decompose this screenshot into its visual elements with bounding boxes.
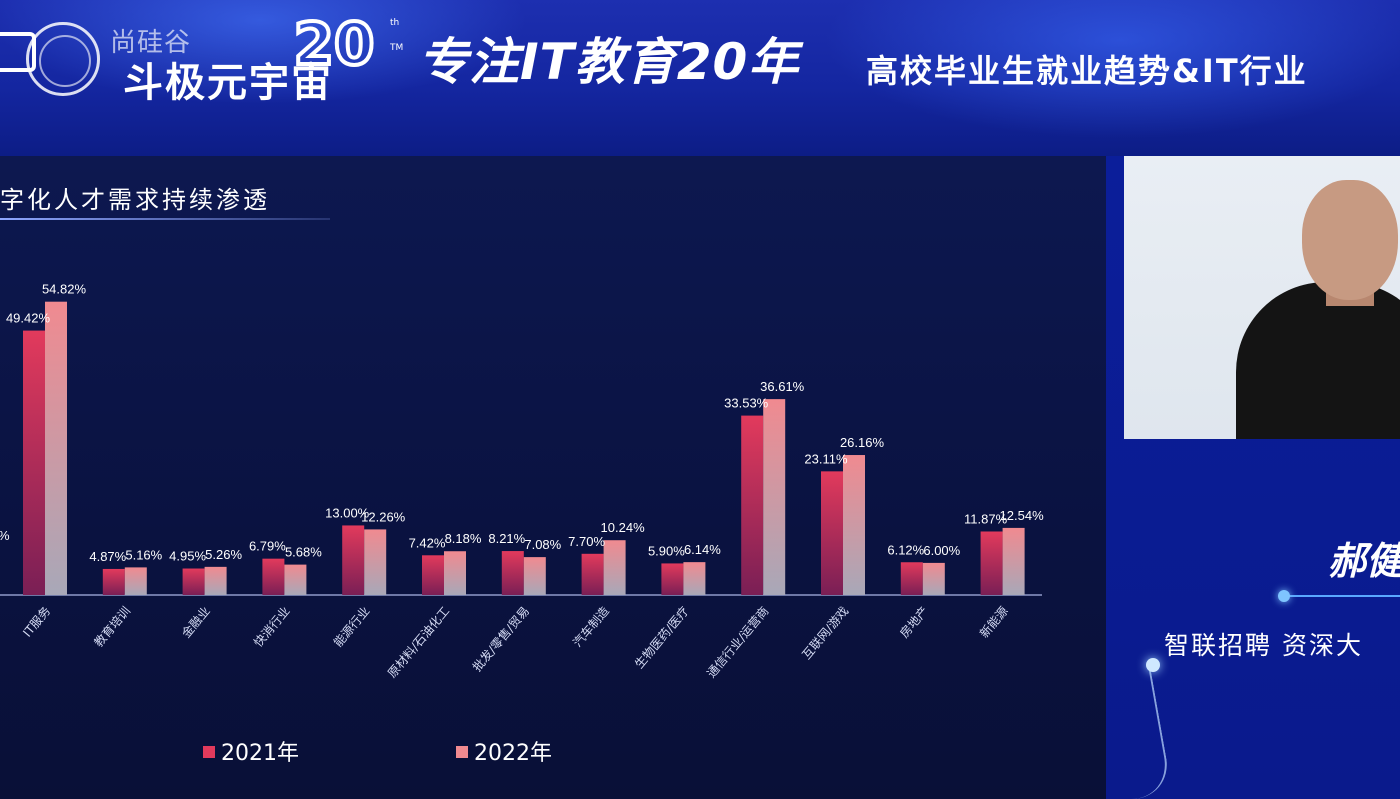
category-label: 批发/零售/贸易 (469, 603, 532, 674)
data-label-2021: 4.87% (89, 549, 126, 564)
data-label-2022: 5.68% (285, 545, 322, 560)
bar-2021 (821, 471, 843, 595)
slogan-text: 专注IT教育20年 (418, 33, 800, 91)
bar-2022 (45, 301, 67, 595)
speaker-dot-icon (1278, 590, 1290, 602)
data-label-2022: 12.54% (1000, 508, 1045, 523)
bar-2022 (763, 399, 786, 595)
bar-2021 (102, 568, 125, 595)
speaker-body (1236, 282, 1400, 439)
bar-2021 (741, 415, 764, 595)
legend-label-2022: 2022年 (474, 741, 552, 766)
bar-2022 (523, 557, 546, 595)
bar-2021 (980, 531, 1003, 595)
bar-2021 (501, 551, 524, 595)
top-banner: 尚硅谷 斗极元宇宙 TM 20 th 专注IT教育20年 高校毕业生就业趋势&I… (0, 0, 1400, 160)
legend-swatch-2022 (456, 746, 468, 758)
data-label-2022: 5.26% (205, 547, 242, 562)
speaker-video (1124, 156, 1400, 439)
anniversary-20-emblem: 20 (292, 12, 377, 74)
data-label-2022: 6.14% (684, 542, 721, 557)
data-label-2022: 7.08% (524, 537, 561, 552)
data-label-2021: 4.95% (169, 549, 206, 564)
data-label-2021: 7.42% (409, 535, 446, 550)
svg-text:20: 20 (294, 12, 375, 74)
bar-2022 (204, 566, 227, 595)
data-label-2021: 7.70% (568, 534, 605, 549)
anniversary-th: th (390, 18, 400, 28)
bar-2022 (1002, 527, 1025, 595)
bar-2021 (900, 562, 923, 595)
banner-title: 高校毕业生就业趋势&IT行业 (866, 52, 1308, 90)
category-label: 原材料/石油化工 (385, 604, 452, 680)
legend-label-2021: 2021年 (221, 741, 299, 766)
category-label: 通信行业/运营商 (703, 603, 771, 680)
data-label-2022: 54.82% (42, 282, 87, 297)
category-label: 互联网/游戏 (799, 604, 851, 662)
category-label: 生物医药/医疗 (632, 604, 692, 671)
chart-panel: 字化人才需求持续渗透 (0, 156, 1106, 799)
bar-2022 (922, 562, 945, 595)
data-label-2021: 49.42% (6, 311, 51, 326)
speaker-head (1302, 180, 1398, 300)
bar-2021 (422, 555, 444, 595)
bar-2022 (444, 551, 466, 595)
bar-2022 (364, 529, 387, 595)
category-label: 房地产 (896, 603, 931, 640)
speaker-name-underline (1284, 595, 1400, 597)
category-label: 快消行业 (251, 604, 293, 650)
data-label-cutoff: % (0, 528, 10, 543)
chart-title: 字化人才需求持续渗透 (0, 186, 270, 214)
bar-2021 (23, 330, 45, 595)
data-label-2022: 5.16% (125, 547, 162, 562)
bar-2022 (683, 562, 706, 595)
bar-2022 (284, 564, 307, 595)
category-label: IT服务 (19, 603, 53, 639)
data-label-2021: 13.00% (325, 505, 370, 520)
brand-logo-icon (26, 22, 100, 96)
legend-swatch-2021 (203, 746, 215, 758)
bar-2021 (661, 563, 684, 595)
data-label-2022: 12.26% (361, 509, 406, 524)
category-label: 汽车制造 (570, 603, 612, 649)
bar-2022 (843, 455, 865, 595)
brand-main-text: 斗极元宇宙 (123, 60, 333, 106)
decorative-dot-icon (1146, 658, 1160, 672)
data-label-2022: 10.24% (601, 520, 646, 535)
bar-2021 (581, 553, 604, 595)
data-label-2022: 6.00% (923, 543, 960, 558)
data-label-2021: 6.12% (887, 542, 924, 557)
bar-2021 (262, 558, 285, 595)
data-label-2021: 11.87% (964, 511, 1008, 526)
data-label-2021: 5.90% (648, 543, 685, 558)
bar-2021 (182, 568, 205, 595)
category-label: 新能源 (976, 603, 1011, 640)
title-underline (0, 218, 330, 220)
bar-chart: % 49.42% 54.82% IT服务 4.87%5.16% 教育培训 4.95%5.26… (0, 282, 1045, 766)
bar-2021 (342, 525, 365, 595)
data-label-2021: 6.79% (249, 539, 286, 554)
speaker-name: 郝健 (1328, 539, 1400, 583)
data-label-2021: 8.21% (488, 531, 525, 546)
category-label: 教育培训 (91, 603, 133, 649)
data-label-2021: 23.11% (804, 451, 848, 466)
brand-small-text: 尚硅谷 (110, 28, 192, 58)
data-label-2021: 33.53% (724, 396, 769, 411)
data-label-2022: 36.61% (760, 379, 805, 394)
bar-2022 (124, 567, 147, 595)
data-label-2022: 26.16% (840, 435, 885, 450)
bar-2022 (603, 540, 626, 595)
data-label-2022: 8.18% (445, 531, 482, 546)
category-label: 能源行业 (331, 604, 373, 650)
trademark-mark: TM (390, 43, 404, 53)
speaker-title: 智联招聘 资深大 (1164, 631, 1363, 660)
category-label: 金融业 (178, 603, 213, 640)
